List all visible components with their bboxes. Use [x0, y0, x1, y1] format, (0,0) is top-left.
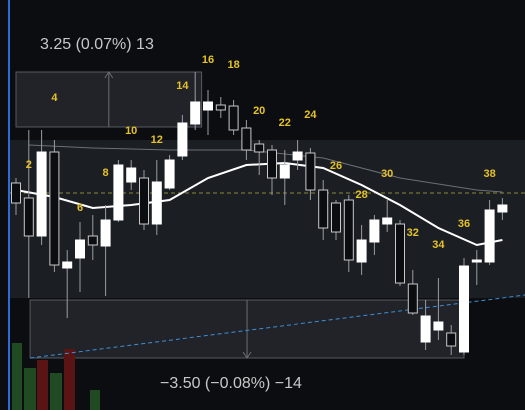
candle-body	[318, 189, 329, 229]
candle-body	[241, 127, 252, 151]
count-label: 8	[103, 167, 109, 179]
candle-body	[62, 261, 73, 269]
count-label: 22	[279, 117, 291, 129]
candle-body	[87, 235, 98, 246]
candle-body	[151, 181, 162, 225]
candle-body	[139, 177, 149, 225]
candle-body	[459, 265, 469, 353]
volume-bar	[24, 368, 36, 410]
candle-body	[100, 219, 111, 247]
measure-arrowhead	[242, 351, 252, 359]
count-label: 34	[432, 239, 445, 251]
count-label: 12	[151, 134, 163, 146]
candle-body	[177, 122, 188, 157]
candle-body	[190, 101, 201, 125]
candle-body	[484, 209, 495, 263]
count-label: 30	[381, 168, 393, 180]
candle-body	[433, 321, 444, 331]
candle-body	[23, 197, 34, 237]
count-label: 24	[304, 109, 317, 121]
candle-body	[126, 167, 137, 183]
count-label: 6	[77, 202, 83, 214]
candle-body	[407, 283, 418, 314]
left-margin	[0, 0, 9, 410]
candle-body	[497, 204, 508, 213]
candle-body	[446, 332, 457, 347]
count-label: 14	[176, 80, 189, 92]
candle-body	[305, 152, 316, 191]
volume-bar	[64, 349, 75, 410]
count-label: 2	[26, 159, 32, 171]
count-label: 20	[253, 105, 265, 117]
candle-body	[395, 223, 405, 284]
candle-body	[267, 149, 277, 179]
candle-body	[36, 151, 47, 237]
count-label: 26	[330, 160, 342, 172]
candle-body	[113, 164, 124, 221]
candle-body	[228, 105, 239, 131]
candle-body	[471, 259, 482, 263]
candle-body	[292, 151, 303, 161]
volume-bar	[12, 343, 22, 410]
measure-label: 3.25 (0.07%) 13	[40, 36, 154, 53]
candle-body	[331, 202, 341, 233]
count-label: 32	[407, 227, 419, 239]
candle-body	[11, 182, 21, 204]
count-label: 10	[125, 125, 137, 137]
candle-body	[369, 219, 380, 243]
candle-body	[203, 101, 213, 111]
candle-body	[254, 143, 265, 153]
trendline	[30, 294, 525, 359]
volume-bar	[37, 360, 48, 410]
candle-body	[420, 315, 431, 343]
volume-bar	[90, 390, 100, 410]
candle-body	[75, 239, 85, 259]
candle-body	[356, 239, 367, 263]
count-label: 38	[483, 168, 495, 180]
count-label: 18	[227, 59, 239, 71]
count-label: 28	[355, 189, 367, 201]
measure-label: −3.50 (−0.08%) −14	[160, 375, 302, 392]
candle-body	[279, 164, 290, 179]
candle-body	[382, 217, 393, 225]
plot: 3.25 (0.07%) 13−3.50 (−0.08%) −142468101…	[10, 36, 525, 410]
candle-body	[215, 104, 226, 111]
volume-bar	[50, 373, 62, 410]
moving-average	[15, 161, 503, 247]
candle-body	[164, 159, 175, 189]
count-label: 36	[458, 218, 470, 230]
measure-arrowhead	[104, 71, 114, 79]
candle-body	[343, 199, 354, 261]
candle-body	[49, 151, 60, 266]
count-label: 16	[202, 54, 214, 66]
count-label: 4	[51, 92, 58, 104]
